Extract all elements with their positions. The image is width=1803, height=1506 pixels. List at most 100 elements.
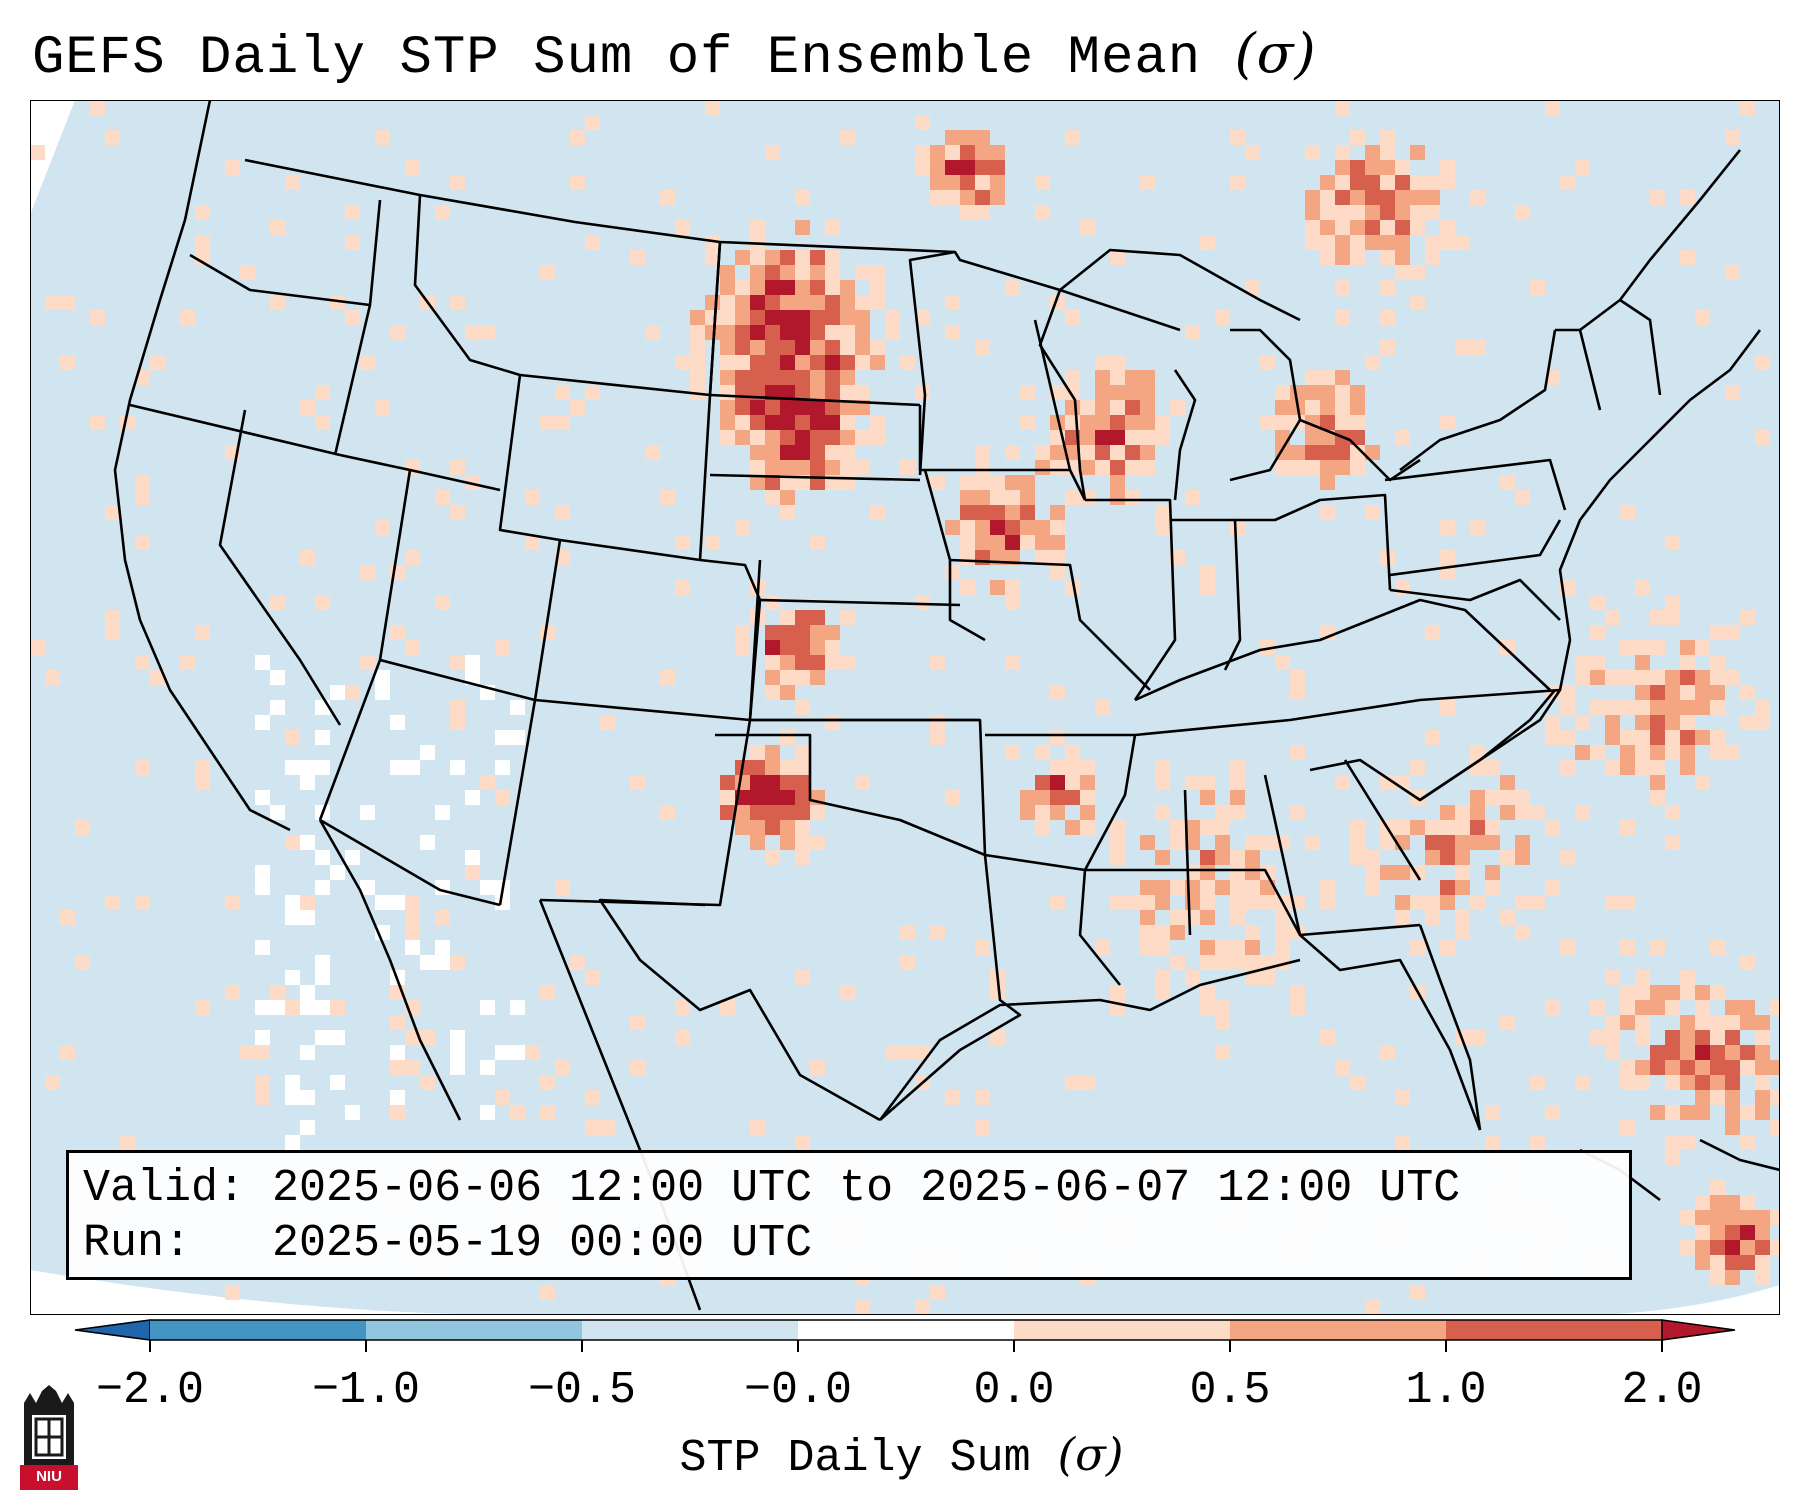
stp-cell [270,295,285,310]
stp-cell [795,445,810,460]
stp-cell [1740,1135,1755,1150]
stp-cell [570,400,585,415]
stp-cell [810,280,825,295]
stp-cell [1140,415,1155,430]
stp-cell [1380,310,1395,325]
stp-cell [1320,175,1335,190]
stp-cell [735,805,750,820]
stp-cell [1230,775,1245,790]
stp-cell [795,700,810,715]
stp-cell [795,325,810,340]
stp-cell [1140,370,1155,385]
stp-cell [840,610,855,625]
stp-cell [1545,1000,1560,1015]
stp-cell [840,385,855,400]
stp-cell [1005,490,1020,505]
stp-cell [975,520,990,535]
stp-cell [795,610,810,625]
stp-cell-neutral [285,910,300,925]
stp-cell [945,790,960,805]
stp-cell [765,625,780,640]
colorbar-segment [1014,1320,1230,1340]
stp-cell-neutral [300,1090,315,1105]
stp-cell [720,1000,735,1015]
stp-cell [825,715,840,730]
stp-cell [1470,790,1485,805]
stp-cell [1200,235,1215,250]
stp-cell [795,385,810,400]
stp-cell-neutral [420,955,435,970]
stp-cell [1740,715,1755,730]
stp-cell [1200,985,1215,1000]
stp-cell [1215,805,1230,820]
stp-cell [855,340,870,355]
stp-cell [780,430,795,445]
stp-cell [1320,370,1335,385]
stp-cell [1365,145,1380,160]
stp-cell-neutral [390,715,405,730]
stp-cell [1365,205,1380,220]
stp-cell [1620,745,1635,760]
stp-cell [1155,775,1170,790]
stp-cell [1245,280,1260,295]
stp-cell [1320,475,1335,490]
stp-cell [315,385,330,400]
stp-cell [1410,205,1425,220]
stp-cell [1275,400,1290,415]
stp-cell [1245,835,1260,850]
stp-cell [825,415,840,430]
stp-cell [690,310,705,325]
stp-cell [750,355,765,370]
stp-cell [1065,775,1080,790]
stp-cell [1395,865,1410,880]
stp-cell [1695,685,1710,700]
stp-cell [1695,1195,1710,1210]
stp-cell [1755,1240,1770,1255]
stp-cell [1710,730,1725,745]
stp-cell [765,670,780,685]
stp-cell [1605,1015,1620,1030]
stp-cell [1200,790,1215,805]
stp-cell-neutral [390,1090,405,1105]
stp-cell-neutral [270,805,285,820]
stp-cell [1395,265,1410,280]
stp-cell [795,670,810,685]
valid-line: Valid: 2025-06-06 12:00 UTC to 2025-06-0… [83,1163,1461,1214]
valid-run-info-box: Valid: 2025-06-06 12:00 UTC to 2025-06-0… [66,1150,1632,1280]
stp-cell [1470,805,1485,820]
stp-cell [1650,790,1665,805]
stp-cell-neutral [300,1120,315,1135]
stp-cell [990,580,1005,595]
stp-cell [1635,730,1650,745]
stp-cell [1710,625,1725,640]
stp-cell [960,475,975,490]
stp-cell [1725,1000,1740,1015]
stp-cell-neutral [315,760,330,775]
stp-cell-neutral [330,1075,345,1090]
stp-cell [1365,235,1380,250]
stp-cell [1635,1015,1650,1030]
stp-cell [1755,1030,1770,1045]
stp-cell [1485,760,1500,775]
stp-cell [1725,1270,1740,1285]
stp-cell-neutral [450,1060,465,1075]
colorbar-extend-max [1661,1319,1736,1341]
stp-cell [555,880,570,895]
stp-cell [1725,130,1740,145]
stp-cell [885,1045,900,1060]
stp-cell [960,490,975,505]
stp-cell [60,910,75,925]
stp-cell [765,385,780,400]
stp-cell-neutral [480,880,495,895]
colorbar-tick-label: 1.0 [1405,1365,1487,1416]
stp-cell [765,805,780,820]
stp-cell [945,295,960,310]
stp-cell [1320,190,1335,205]
stp-cell-neutral [300,835,315,850]
stp-cell [1575,670,1590,685]
stp-cell [1440,550,1455,565]
colorbar-tick-label: 2.0 [1621,1365,1703,1416]
stp-cell-neutral [465,670,480,685]
stp-cell [1695,1045,1710,1060]
stp-cell [1710,655,1725,670]
